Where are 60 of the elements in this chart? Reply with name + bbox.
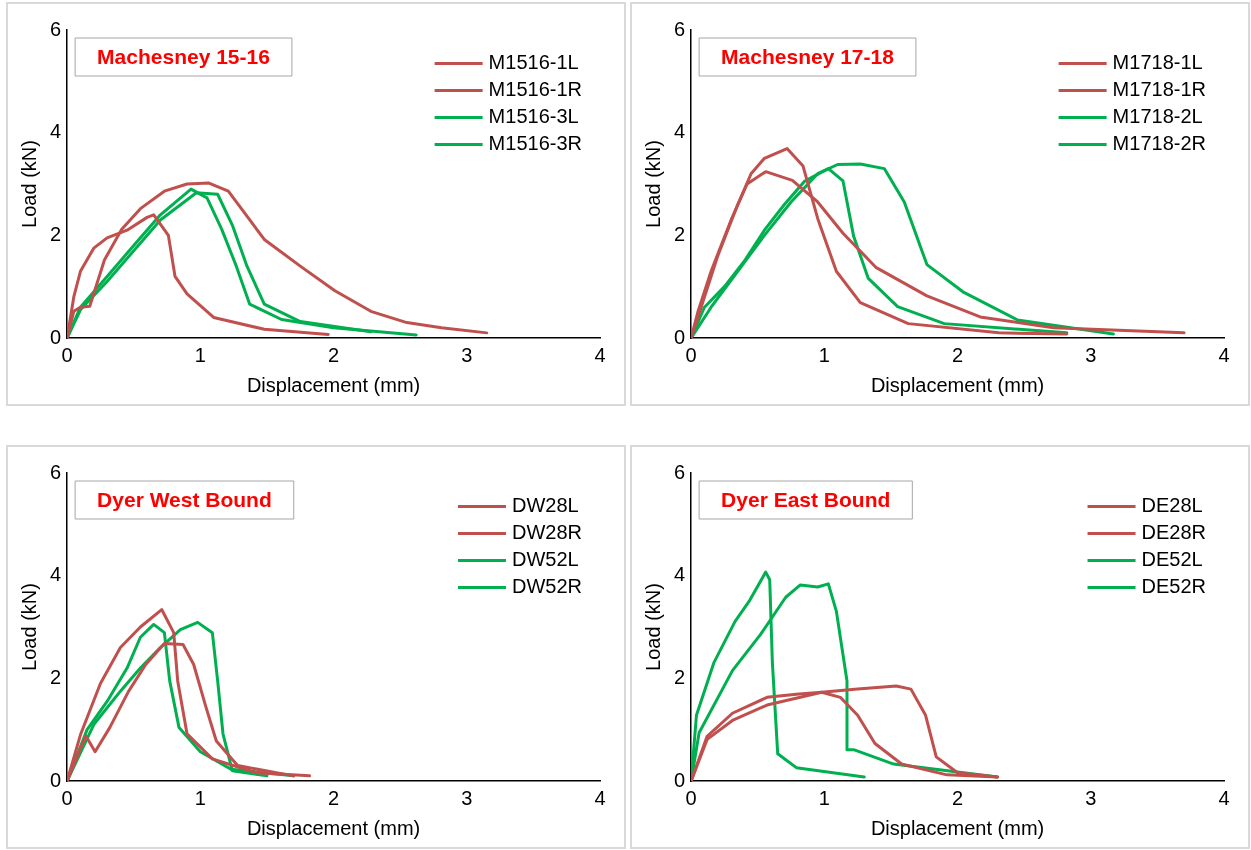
legend-label: M1718-2R — [1112, 132, 1207, 155]
y-axis-title: Load (kN) — [17, 140, 40, 228]
legend-label: DW52R — [511, 575, 583, 598]
y-tick-label: 6 — [50, 17, 62, 40]
y-axis-title: Load (kN) — [641, 583, 664, 671]
y-tick-label: 2 — [50, 665, 62, 688]
legend-label: M1718-2L — [1112, 105, 1203, 128]
y-axis-title: Load (kN) — [641, 140, 664, 228]
y-tick-label: 0 — [674, 768, 686, 791]
legend-label: DE28R — [1141, 521, 1207, 544]
legend-label: M1516-3L — [488, 105, 579, 128]
y-tick-label: 4 — [50, 120, 62, 143]
x-axis-title: Displacement (mm) — [246, 373, 421, 396]
y-tick-label: 6 — [674, 17, 686, 40]
legend-label: DW28L — [511, 494, 579, 517]
x-tick-label: 2 — [328, 343, 340, 366]
legend-label: DW28R — [511, 521, 583, 544]
legend-label: DE52R — [1141, 575, 1207, 598]
y-tick-label: 6 — [674, 460, 686, 483]
legend-label: M1516-1L — [488, 51, 579, 74]
text: Dyer West Bound — [97, 487, 272, 511]
x-tick-label: 1 — [818, 786, 830, 809]
y-tick-label: 4 — [674, 563, 686, 586]
x-tick-label: 2 — [952, 786, 964, 809]
legend-label: DW52L — [511, 548, 579, 571]
text: Dyer East Bound — [721, 487, 891, 511]
x-tick-label: 1 — [194, 343, 206, 366]
x-tick-label: 3 — [1085, 786, 1097, 809]
y-tick-label: 2 — [50, 222, 62, 245]
x-tick-label: 3 — [461, 343, 473, 366]
x-axis-title: Displacement (mm) — [870, 816, 1045, 839]
y-tick-label: 0 — [50, 768, 62, 791]
y-tick-label: 0 — [674, 325, 686, 348]
y-tick-label: 4 — [50, 563, 62, 586]
legend-label: M1718-1R — [1112, 78, 1207, 101]
y-tick-label: 6 — [50, 460, 62, 483]
x-tick-label: 4 — [594, 343, 606, 366]
y-tick-label: 2 — [674, 222, 686, 245]
x-axis-title: Displacement (mm) — [246, 816, 421, 839]
y-tick-label: 4 — [674, 120, 686, 143]
legend-label: M1516-1R — [488, 78, 583, 101]
x-tick-label: 4 — [1218, 343, 1230, 366]
text: Machesney 17-18 — [721, 44, 895, 68]
x-tick-label: 1 — [194, 786, 206, 809]
y-tick-label: 0 — [50, 325, 62, 348]
text: Machesney 15-16 — [97, 44, 270, 68]
x-axis-title: Displacement (mm) — [870, 373, 1045, 396]
x-tick-label: 2 — [328, 786, 340, 809]
x-tick-label: 4 — [1218, 786, 1230, 809]
legend-label: DE52L — [1141, 548, 1203, 571]
y-axis-title: Load (kN) — [17, 583, 40, 671]
y-tick-label: 2 — [674, 665, 686, 688]
x-tick-label: 4 — [594, 786, 606, 809]
legend-label: M1516-3R — [488, 132, 583, 155]
x-tick-label: 1 — [818, 343, 830, 366]
x-tick-label: 3 — [1085, 343, 1097, 366]
legend-label: M1718-1L — [1112, 51, 1203, 74]
x-tick-label: 3 — [461, 786, 473, 809]
x-tick-label: 2 — [952, 343, 964, 366]
legend-label: DE28L — [1141, 494, 1203, 517]
